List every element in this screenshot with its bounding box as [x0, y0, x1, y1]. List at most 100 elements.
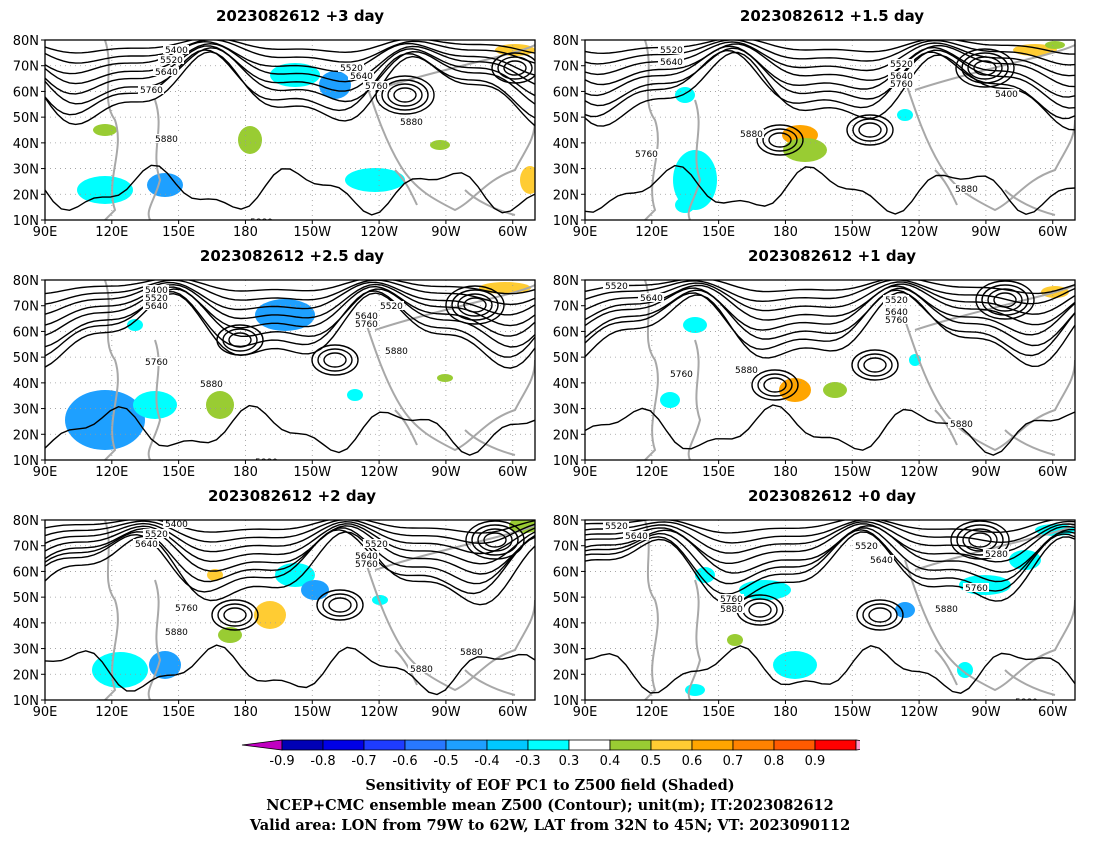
- panel-title: 2023082612 +3 day: [216, 7, 384, 25]
- latitude-tick-label: 50N: [13, 111, 39, 126]
- map-panel-plus1p5day: 5520 5640 5880 5760 5520 5640 5760 5400 5880 80N 7…: [545, 32, 1087, 251]
- sensitivity-shading: [1045, 41, 1065, 49]
- longitude-tick-label: 90E: [33, 465, 58, 480]
- z500-contour: [585, 164, 1075, 216]
- sensitivity-shading: [206, 391, 234, 419]
- contour-label: 5520: [365, 540, 388, 550]
- z500-contour: [45, 404, 535, 456]
- coastline: [394, 169, 516, 216]
- colorbar-box: [445, 739, 488, 751]
- latitude-tick-label: 80N: [553, 34, 579, 49]
- contour-label: 5760: [355, 320, 378, 330]
- latitude-tick-label: 40N: [13, 137, 39, 152]
- sensitivity-shading: [509, 520, 535, 533]
- latitude-tick-label: 80N: [13, 274, 39, 289]
- sensitivity-shading: [727, 634, 743, 646]
- coastline: [644, 520, 702, 700]
- colorbar-box: [486, 739, 529, 751]
- latitude-tick-label: 80N: [553, 274, 579, 289]
- sensitivity-shading: [823, 382, 847, 398]
- colorbar-box: [281, 739, 324, 751]
- latitude-tick-label: 20N: [553, 428, 579, 443]
- sensitivity-shading: [65, 390, 145, 450]
- longitude-tick-label: 90E: [573, 225, 598, 240]
- coastline: [364, 284, 535, 452]
- latitude-tick-label: 60N: [13, 85, 39, 100]
- z500-contour: [45, 529, 535, 595]
- longitude-tick-label: 60W: [498, 225, 528, 240]
- contour-label: 5400: [145, 286, 168, 296]
- contour-label: 5760: [635, 150, 658, 160]
- panel-title: 2023082612 +2 day: [208, 487, 376, 505]
- contour-label: 5880: [385, 347, 408, 357]
- colorbar-tick-label: 0.5: [641, 754, 662, 769]
- longitude-tick-label: 60W: [1038, 465, 1068, 480]
- longitude-tick-label: 120W: [900, 705, 938, 720]
- longitude-tick-label: 90E: [573, 705, 598, 720]
- map-panel-plus2day: 5400 5520 5640 5760 5880 5520 5640 5760 5880 5880…: [5, 512, 547, 731]
- longitude-tick-label: 180: [233, 225, 258, 240]
- sensitivity-shading: [133, 391, 177, 419]
- longitude-tick-label: 90W: [971, 465, 1001, 480]
- z500-contour: [585, 49, 1075, 120]
- longitude-tick-label: 180: [233, 705, 258, 720]
- latitude-tick-label: 10N: [553, 694, 579, 709]
- colorbar-tick-label: -0.3: [515, 754, 540, 769]
- latitude-tick-label: 20N: [13, 428, 39, 443]
- contour-label: 5880: [740, 130, 763, 140]
- z500-contour: [45, 40, 535, 64]
- colorbar-box: [773, 739, 816, 751]
- contour-label: 5880: [955, 185, 978, 195]
- contour-label: 5640: [885, 308, 908, 318]
- map-svg: 5400552056405760588055205640576058805880…: [13, 34, 536, 240]
- longitude-tick-label: 180: [773, 225, 798, 240]
- map-panel-plus1day: 5520 5640 5760 5880 5520 5640 5760 5880 80N 70N 60…: [545, 272, 1087, 491]
- sensitivity-shading: [683, 317, 707, 333]
- latitude-tick-label: 70N: [553, 540, 579, 555]
- sensitivity-shading: [207, 569, 223, 581]
- latitude-tick-label: 10N: [553, 454, 579, 469]
- map-panel-plus0day: 5520 5640 5760 5880 5520 5640 5280 5760 5880 5880…: [545, 512, 1087, 731]
- contour-label: 5760: [175, 604, 198, 614]
- longitude-tick-label: 60W: [498, 705, 528, 720]
- colorbar-box: [527, 739, 570, 751]
- contour-label: 5520: [340, 64, 363, 74]
- latitude-tick-label: 20N: [13, 188, 39, 203]
- sensitivity-shading: [897, 109, 913, 121]
- longitude-tick-label: 150E: [702, 225, 735, 240]
- panel-title: 2023082612 +0 day: [748, 487, 916, 505]
- contour-label: 5760: [145, 358, 168, 368]
- latitude-tick-label: 60N: [553, 565, 579, 580]
- contour-label: 5640: [355, 312, 378, 322]
- z500-contour: [585, 529, 1075, 595]
- colorbar-box: [650, 739, 693, 751]
- latitude-tick-label: 40N: [553, 377, 579, 392]
- colorbar-box: [609, 739, 652, 751]
- z500-contour: [585, 47, 1075, 109]
- sensitivity-shading: [127, 319, 143, 331]
- latitude-tick-label: 20N: [553, 668, 579, 683]
- coastline: [934, 409, 1056, 456]
- z500-contour: [585, 281, 1075, 315]
- latitude-tick-label: 80N: [13, 34, 39, 49]
- panel-title: 2023082612 +2.5 day: [199, 247, 385, 265]
- sensitivity-shading: [238, 126, 262, 154]
- colorbar-tick-label: -0.6: [392, 754, 417, 769]
- contour-label: 5880: [460, 648, 483, 658]
- z500-contour: [585, 45, 1075, 98]
- z500-contour: [45, 283, 535, 327]
- sensitivity-shading: [520, 166, 535, 194]
- latitude-tick-label: 20N: [553, 188, 579, 203]
- z500-contour: [45, 47, 535, 105]
- latitude-tick-label: 70N: [13, 540, 39, 555]
- longitude-tick-label: 60W: [1038, 705, 1068, 720]
- longitude-tick-label: 120E: [95, 465, 128, 480]
- contour-label: 5880: [1015, 698, 1038, 708]
- contour-label: 5520: [145, 530, 168, 540]
- contour-label: 5520: [890, 60, 913, 70]
- z500-contour: [585, 285, 1075, 336]
- latitude-tick-label: 30N: [13, 403, 39, 418]
- sensitivity-shading: [660, 392, 680, 408]
- z500-contour: [45, 164, 535, 216]
- z500-contour: [45, 40, 535, 54]
